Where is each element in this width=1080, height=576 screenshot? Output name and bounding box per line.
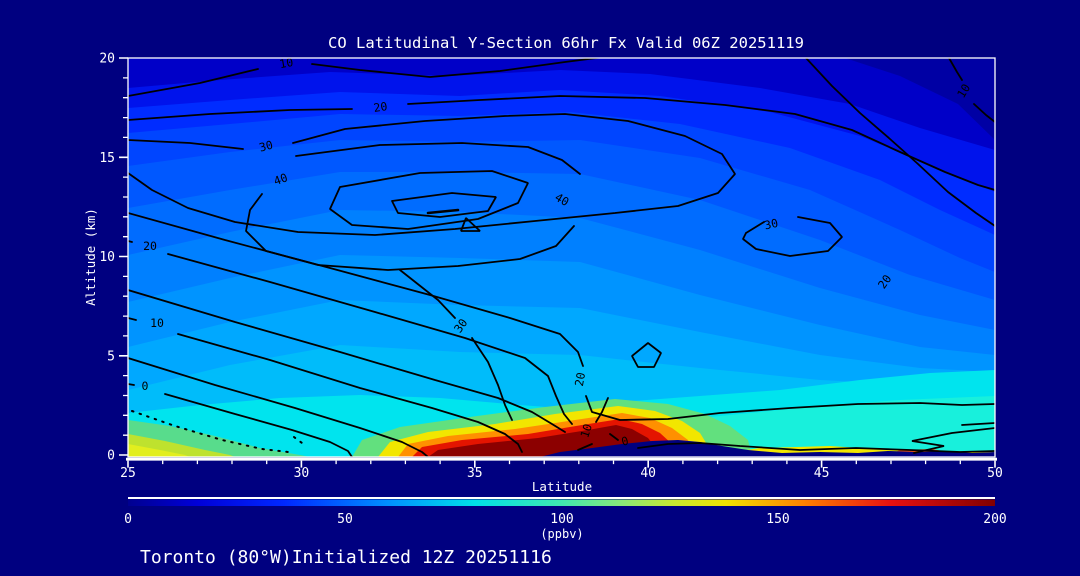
contour-0-diagonal xyxy=(128,383,353,457)
contour-diagonal-2 xyxy=(128,240,573,425)
x-tick-30: 30 xyxy=(294,466,310,481)
contour-diagonal-3 xyxy=(128,289,566,433)
contour-label: 10 xyxy=(577,422,595,440)
y-minor-ticks xyxy=(123,77,128,436)
x-axis-label: Latitude xyxy=(532,479,592,494)
x-tick-50: 50 xyxy=(987,466,1003,481)
fill-dark-corner xyxy=(845,58,995,140)
contour-right-descending xyxy=(805,58,995,227)
contour-label: 30 xyxy=(257,138,274,155)
y-axis-label: Altitude (km) xyxy=(83,208,98,306)
contour-label: 40 xyxy=(552,190,571,209)
colorbar-top-line xyxy=(128,497,995,499)
y-tick-20: 20 xyxy=(99,52,115,67)
y-tick-10: 10 xyxy=(99,250,115,265)
filled-contour-field: 10 20 30 40 40 20 10 0 30 30 20 20 10 0 … xyxy=(128,55,995,457)
contour-label: 20 xyxy=(373,99,389,115)
plot-border xyxy=(127,57,996,458)
colorbar-tick-150: 150 xyxy=(766,512,789,527)
y-tick-15: 15 xyxy=(99,151,115,166)
colorbar-tick-0: 0 xyxy=(124,512,132,527)
x-tick-45: 45 xyxy=(814,466,830,481)
contour-40-inner-1 xyxy=(329,170,529,230)
contour-diagonal-5 xyxy=(128,357,429,457)
fill-yellow-corner xyxy=(128,444,190,457)
axes xyxy=(119,57,997,468)
y-major-ticks xyxy=(119,57,128,456)
y-tick-0: 0 xyxy=(107,449,115,464)
contour-0-surface xyxy=(609,433,995,453)
colorbar-tick-50: 50 xyxy=(337,512,353,527)
contour-label: 20 xyxy=(143,239,157,253)
contour-10-hotspot xyxy=(577,397,609,451)
contour-label: 10 xyxy=(954,81,973,100)
contour-lines xyxy=(128,58,995,457)
contour-label: 20 xyxy=(875,272,894,291)
footer-annotation: Toronto (80°W)Initialized 12Z 20251116 xyxy=(140,547,552,568)
contour-center-triangle xyxy=(460,217,481,232)
contour-label: 10 xyxy=(150,316,164,330)
contour-40-inner-2 xyxy=(391,192,497,218)
contour-10-topright xyxy=(948,58,995,123)
contour-label: 40 xyxy=(272,170,290,188)
contour-label: 20 xyxy=(572,371,588,387)
colorbar-units: (ppbv) xyxy=(540,527,583,541)
colorbar-tick-100: 100 xyxy=(550,512,573,527)
contour-center-dash xyxy=(426,208,460,215)
contour-20-upper xyxy=(128,95,995,191)
colorbar-tick-200: 200 xyxy=(983,512,1006,527)
colorbar: 0 50 100 150 200 (ppbv) xyxy=(124,497,1007,541)
contour-label: 30 xyxy=(763,216,780,233)
contour-small-cell xyxy=(631,342,662,368)
contour-labels: 10 20 30 40 40 20 10 0 30 30 20 20 10 0 … xyxy=(142,55,974,449)
y-tick-5: 5 xyxy=(107,349,115,364)
contour-zigzag-right xyxy=(911,422,995,454)
x-tick-25: 25 xyxy=(120,466,136,481)
contour-label: 0 xyxy=(142,379,149,393)
contour-10-diagonal xyxy=(128,317,523,453)
contour-30-descending xyxy=(399,269,513,421)
contour-label: 0 xyxy=(620,433,630,448)
contour-20-diagonal xyxy=(128,212,995,421)
contour-negative-dotted xyxy=(131,410,307,453)
y-tick-labels: 20 15 10 5 0 xyxy=(99,52,115,464)
contour-label: 10 xyxy=(278,55,294,71)
colorbar-gradient xyxy=(128,499,995,506)
x-tick-labels: 25 30 35 40 45 50 xyxy=(120,466,1003,481)
contour-30-upper-loop xyxy=(128,113,736,236)
x-minor-ticks xyxy=(162,460,961,465)
contour-30-right-cell xyxy=(742,216,843,257)
contour-10-top xyxy=(128,58,604,97)
x-tick-35: 35 xyxy=(467,466,483,481)
x-major-ticks xyxy=(127,460,996,468)
contour-label: 30 xyxy=(451,316,470,335)
plot-title: CO Latitudinal Y-Section 66hr Fx Valid 0… xyxy=(328,34,804,52)
x-tick-40: 40 xyxy=(640,466,656,481)
contour-40-outer xyxy=(245,142,581,271)
terrain-mask xyxy=(540,440,995,457)
